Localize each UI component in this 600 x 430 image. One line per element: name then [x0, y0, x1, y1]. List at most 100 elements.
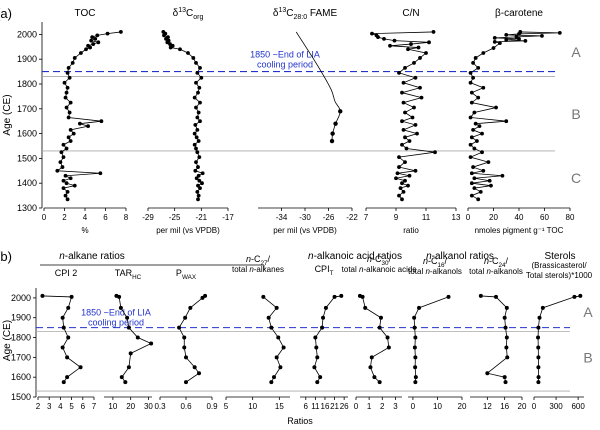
series-track: 10 20 30: [104, 293, 153, 411]
data-point: [162, 33, 166, 38]
data-point: [194, 61, 198, 65]
data-point: [184, 355, 188, 360]
data-point: [65, 85, 70, 90]
group-title: n-alkane ratios: [59, 251, 125, 262]
x-tick-label: 7: [364, 213, 369, 222]
panel-label: (a): [0, 6, 12, 21]
data-point: [64, 181, 69, 186]
group-title: n-alkanol ratios: [426, 251, 494, 262]
series-line: [263, 296, 285, 383]
data-point: [61, 142, 66, 147]
group-title: Sterols: [544, 251, 575, 262]
data-point: [412, 325, 417, 330]
data-point: [578, 293, 583, 298]
data-point: [413, 355, 418, 360]
data-point: [431, 30, 436, 34]
data-point: [86, 124, 90, 129]
data-point: [469, 171, 474, 176]
series-title: total n-alkanoic acids: [342, 265, 417, 274]
data-point: [135, 335, 140, 340]
x-tick-label: 0: [532, 402, 537, 411]
data-point: [168, 45, 173, 50]
data-point: [194, 105, 198, 110]
x-tick-label: 4: [83, 213, 88, 222]
x-tick-label: -30: [299, 213, 311, 222]
data-point: [89, 38, 94, 43]
series-title: CPI 2: [55, 268, 78, 278]
data-point: [370, 31, 374, 36]
data-point: [197, 155, 202, 160]
series-title: TARHC: [115, 268, 142, 281]
x-tick-label: 3: [47, 402, 52, 411]
series-track: 0.3 0.6 0.9: [154, 293, 218, 411]
data-point: [192, 365, 197, 370]
data-point: [65, 197, 70, 202]
series-track: 0 2 4 6 8%: [42, 30, 129, 235]
zone-label: B: [583, 349, 592, 365]
data-point: [95, 33, 100, 38]
data-point: [126, 325, 131, 330]
data-point: [198, 100, 202, 105]
x-axis-label: ratio: [403, 226, 419, 235]
data-point: [401, 189, 406, 194]
x-axis-label: nmoles pigment g⁻¹ TOC: [475, 226, 564, 235]
x-tick-label: 8: [124, 213, 129, 222]
data-point: [61, 186, 66, 191]
y-tick-label: 1900: [11, 313, 31, 323]
data-point: [394, 176, 398, 181]
series-line: [371, 31, 436, 200]
data-point: [413, 335, 418, 340]
data-point: [480, 131, 484, 136]
data-point: [382, 36, 386, 41]
series-title: n-C16/: [423, 256, 448, 269]
data-point: [504, 37, 509, 42]
data-point: [194, 135, 199, 140]
data-point: [66, 135, 71, 140]
series-track: -34 -30 -26 -22 per mil (vs VPDB): [258, 31, 358, 235]
x-axis-label: per mil (vs VPDB): [273, 226, 337, 235]
data-point: [60, 165, 65, 169]
data-point: [269, 325, 274, 330]
data-point: [272, 375, 276, 380]
x-tick-label: 26: [340, 402, 349, 411]
data-point: [329, 138, 335, 144]
data-point: [505, 355, 510, 360]
series-title: total n-alkanes: [232, 265, 284, 274]
data-point: [60, 315, 65, 320]
data-point: [58, 160, 63, 165]
data-point: [494, 105, 498, 110]
data-point: [475, 139, 479, 143]
x-tick-label: 0.9: [206, 402, 218, 411]
data-point: [469, 100, 474, 105]
x-tick-label: -22: [346, 213, 358, 222]
data-point: [60, 345, 65, 350]
data-point: [572, 294, 577, 299]
data-point: [69, 294, 74, 299]
data-point: [478, 293, 483, 298]
y-tick-label: 1600: [17, 129, 37, 139]
data-point: [71, 131, 76, 136]
data-point: [540, 305, 545, 310]
data-point: [178, 47, 182, 52]
data-point: [195, 150, 200, 155]
data-point: [473, 56, 478, 60]
series-line: [413, 296, 449, 383]
data-point: [502, 375, 507, 380]
data-point: [333, 121, 338, 126]
data-point: [177, 325, 182, 330]
data-point: [278, 365, 283, 370]
data-point: [392, 38, 397, 43]
panel-label: (b): [0, 249, 12, 264]
data-point: [40, 293, 45, 298]
x-tick-label: 20: [458, 402, 467, 411]
data-point: [88, 45, 93, 50]
y-tick-label: 1500: [11, 392, 31, 402]
data-point: [68, 127, 73, 132]
x-tick-label: 0: [466, 213, 471, 222]
x-tick-label: 6: [304, 402, 309, 411]
data-point: [403, 160, 407, 165]
x-tick-label: 1: [367, 402, 372, 411]
data-point: [406, 183, 410, 188]
